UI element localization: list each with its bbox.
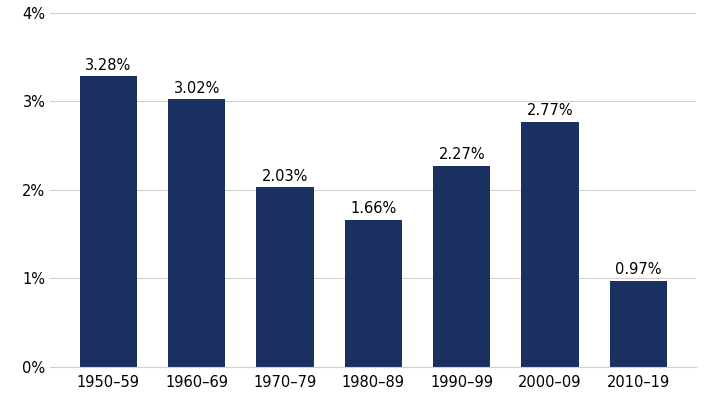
Bar: [610, 281, 667, 367]
Text: 3.28%: 3.28%: [85, 58, 131, 73]
Text: 3.02%: 3.02%: [174, 81, 220, 96]
Bar: [521, 121, 579, 367]
Bar: [168, 99, 225, 367]
Text: 2.27%: 2.27%: [439, 147, 485, 162]
Bar: [433, 166, 490, 367]
Bar: [345, 220, 402, 367]
Text: 2.77%: 2.77%: [527, 103, 574, 118]
Bar: [256, 187, 314, 367]
Text: 0.97%: 0.97%: [615, 262, 661, 277]
Text: 2.03%: 2.03%: [262, 168, 308, 183]
Text: 1.66%: 1.66%: [350, 201, 396, 216]
Bar: [80, 76, 137, 367]
